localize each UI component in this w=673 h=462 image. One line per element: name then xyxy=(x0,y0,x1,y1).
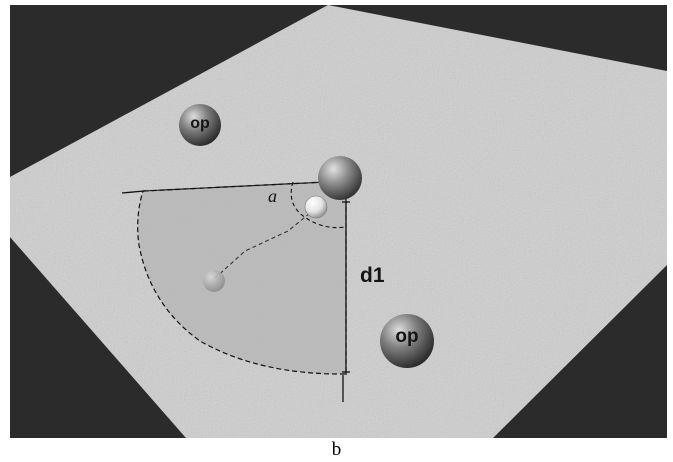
figure-caption: b xyxy=(331,439,342,460)
angle-arc xyxy=(290,181,347,229)
opponent-sphere-icon: op xyxy=(179,104,221,146)
small-ball-sphere-icon xyxy=(203,270,225,292)
player-sphere-icon xyxy=(318,156,362,200)
distance-label: d1 xyxy=(360,264,385,287)
sector-edge-line xyxy=(143,180,347,192)
reference-line xyxy=(121,190,145,194)
ball-sphere-icon xyxy=(304,195,328,219)
opponent-sphere-icon: op xyxy=(380,314,434,368)
opponent-label: op xyxy=(395,326,418,347)
vision-sector xyxy=(137,180,347,375)
ball-trajectory xyxy=(213,208,316,280)
angle-label: a xyxy=(268,186,277,206)
scene-diagram: op op a d1 xyxy=(10,5,667,438)
opponent-label: op xyxy=(190,115,210,132)
